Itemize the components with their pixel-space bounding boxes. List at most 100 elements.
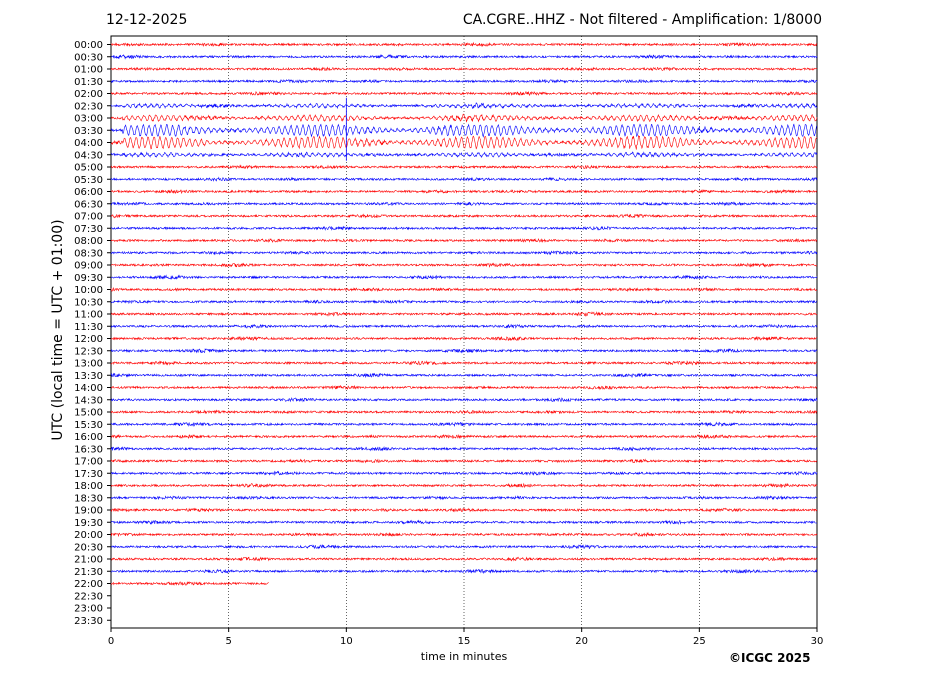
trace-0900 [110,262,818,268]
y-tick-label: 07:30 [74,224,103,235]
y-tick-label: 05:00 [74,163,103,174]
trace-0730 [111,225,818,231]
y-tick-label: 00:00 [74,40,103,51]
y-tick-label: 23:30 [74,616,103,627]
trace-0800 [110,237,818,243]
y-tick-label: 09:30 [74,273,103,284]
y-tick-label: 10:30 [74,297,103,308]
trace-1200 [110,335,817,342]
trace-1100 [111,311,818,317]
y-tick-label: 02:30 [74,101,103,112]
y-tick-label: 03:30 [74,126,103,137]
y-tick-label: 19:30 [74,518,103,529]
trace-0400 [110,134,818,150]
x-tick-label: 20 [575,636,588,647]
trace-2100 [110,556,818,562]
trace-0830 [110,250,818,256]
y-tick-label: 11:00 [74,310,103,321]
chart-date: 12-12-2025 [106,12,188,28]
trace-1930 [110,519,818,525]
y-tick-label: 23:00 [74,604,103,615]
y-tick-label: 10:00 [74,285,103,296]
trace-2130 [110,568,818,575]
y-tick-label: 20:30 [74,542,103,553]
y-tick-label: 08:00 [74,236,103,247]
y-tick-label: 04:00 [74,138,103,149]
y-tick-label: 06:30 [74,199,103,210]
trace-0300 [110,113,818,123]
trace-0630 [110,201,818,207]
y-tick-label: 22:00 [74,579,103,590]
y-tick-label: 15:00 [74,408,103,419]
y-tick-label: 02:00 [74,89,103,100]
trace-1300 [110,360,818,366]
plot-frame [110,35,818,629]
trace-0930 [110,274,818,280]
y-tick-label: 16:30 [74,444,103,455]
trace-2000 [110,531,818,538]
y-tick-label: 18:00 [74,481,103,492]
y-tick-label: 07:00 [74,212,103,223]
trace-0130 [110,78,818,84]
trace-1900 [110,507,818,513]
trace-0200 [110,90,818,96]
trace-1230 [110,348,818,354]
x-tick-label: 10 [340,636,353,647]
y-tick-label: 17:30 [74,469,103,480]
trace-1700 [110,458,818,464]
chart-title: CA.CGRE..HHZ - Not filtered - Amplificat… [462,12,822,28]
y-tick-label: 08:30 [74,248,103,259]
y-tick-label: 04:30 [74,150,103,161]
x-tick-label: 30 [811,636,824,647]
x-tick-label: 0 [108,636,114,647]
trace-1600 [110,434,818,440]
trace-1030 [110,299,818,305]
y-tick-label: 09:00 [74,261,103,272]
y-tick-label: 21:00 [74,555,103,566]
y-tick-label: 18:30 [74,493,103,504]
y-tick-label: 05:30 [74,175,103,186]
trace-0530 [110,176,818,182]
y-tick-label: 06:00 [74,187,103,198]
trace-1730 [110,470,818,476]
trace-2200 [110,581,269,586]
y-tick-label: 14:00 [74,383,103,394]
trace-1530 [110,421,818,428]
copyright-label: ©ICGC 2025 [729,651,811,665]
trace-1130 [110,323,818,329]
y-tick-label: 12:00 [74,334,103,345]
trace-0100 [110,66,818,72]
trace-1430 [110,397,818,403]
y-tick-label: 13:30 [74,371,103,382]
trace-1630 [110,446,818,452]
x-tick-label: 25 [693,636,706,647]
y-tick-label: 01:00 [74,65,103,76]
trace-0230 [110,102,818,110]
trace-1500 [110,409,818,415]
trace-0700 [110,213,818,219]
y-tick-label: 00:30 [74,52,103,63]
trace-1400 [110,384,818,391]
y-tick-label: 21:30 [74,567,103,578]
trace-1000 [110,287,818,293]
y-tick-label: 22:30 [74,591,103,602]
trace-0330 [110,123,817,138]
x-axis-label: time in minutes [420,650,508,663]
y-tick-label: 12:30 [74,346,103,357]
trace-0500 [110,164,818,170]
trace-0030 [110,54,818,60]
y-tick-label: 16:00 [74,432,103,443]
trace-1330 [110,372,818,379]
trace-1800 [111,482,818,489]
trace-2030 [111,544,818,550]
y-tick-label: 17:00 [74,457,103,468]
y-tick-label: 01:30 [74,77,103,88]
y-tick-label: 19:00 [74,506,103,517]
y-tick-label: 13:00 [74,359,103,370]
y-tick-label: 15:30 [74,420,103,431]
trace-0600 [110,188,817,195]
x-tick-label: 5 [225,636,231,647]
x-tick-label: 15 [458,636,471,647]
y-tick-label: 03:00 [74,114,103,125]
